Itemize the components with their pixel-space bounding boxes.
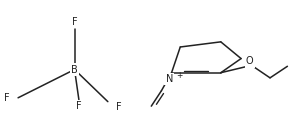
Text: O: O <box>246 56 253 66</box>
Text: B: B <box>71 64 78 74</box>
Text: F: F <box>4 93 10 103</box>
Text: N: N <box>166 74 173 84</box>
Text: F: F <box>116 102 122 112</box>
Text: +: + <box>176 71 183 80</box>
Text: F: F <box>76 101 82 111</box>
Text: F: F <box>72 17 77 27</box>
